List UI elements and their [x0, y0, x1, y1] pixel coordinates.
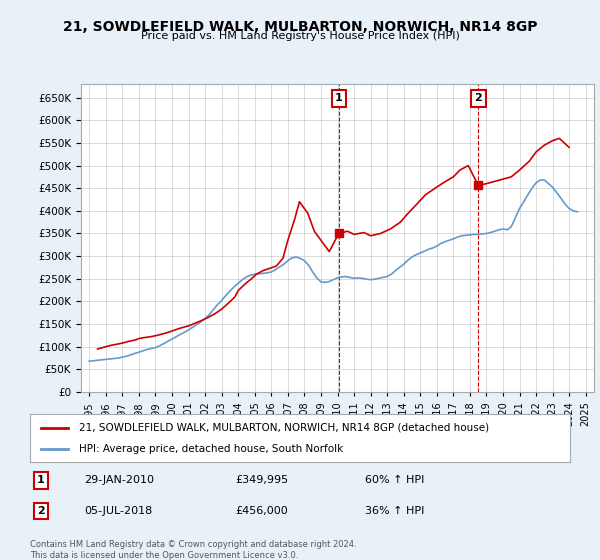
- Text: 1: 1: [37, 475, 44, 485]
- Text: £456,000: £456,000: [235, 506, 288, 516]
- Text: 2: 2: [475, 93, 482, 103]
- Text: 2: 2: [37, 506, 44, 516]
- Text: 1: 1: [335, 93, 343, 103]
- Text: 21, SOWDLEFIELD WALK, MULBARTON, NORWICH, NR14 8GP (detached house): 21, SOWDLEFIELD WALK, MULBARTON, NORWICH…: [79, 423, 489, 433]
- Text: 21, SOWDLEFIELD WALK, MULBARTON, NORWICH, NR14 8GP: 21, SOWDLEFIELD WALK, MULBARTON, NORWICH…: [63, 20, 537, 34]
- Text: Contains HM Land Registry data © Crown copyright and database right 2024.
This d: Contains HM Land Registry data © Crown c…: [30, 540, 356, 560]
- Text: 05-JUL-2018: 05-JUL-2018: [84, 506, 152, 516]
- Text: 29-JAN-2010: 29-JAN-2010: [84, 475, 154, 485]
- Text: Price paid vs. HM Land Registry's House Price Index (HPI): Price paid vs. HM Land Registry's House …: [140, 31, 460, 41]
- Text: HPI: Average price, detached house, South Norfolk: HPI: Average price, detached house, Sout…: [79, 444, 343, 454]
- Text: 36% ↑ HPI: 36% ↑ HPI: [365, 506, 424, 516]
- Text: £349,995: £349,995: [235, 475, 289, 485]
- Text: 60% ↑ HPI: 60% ↑ HPI: [365, 475, 424, 485]
